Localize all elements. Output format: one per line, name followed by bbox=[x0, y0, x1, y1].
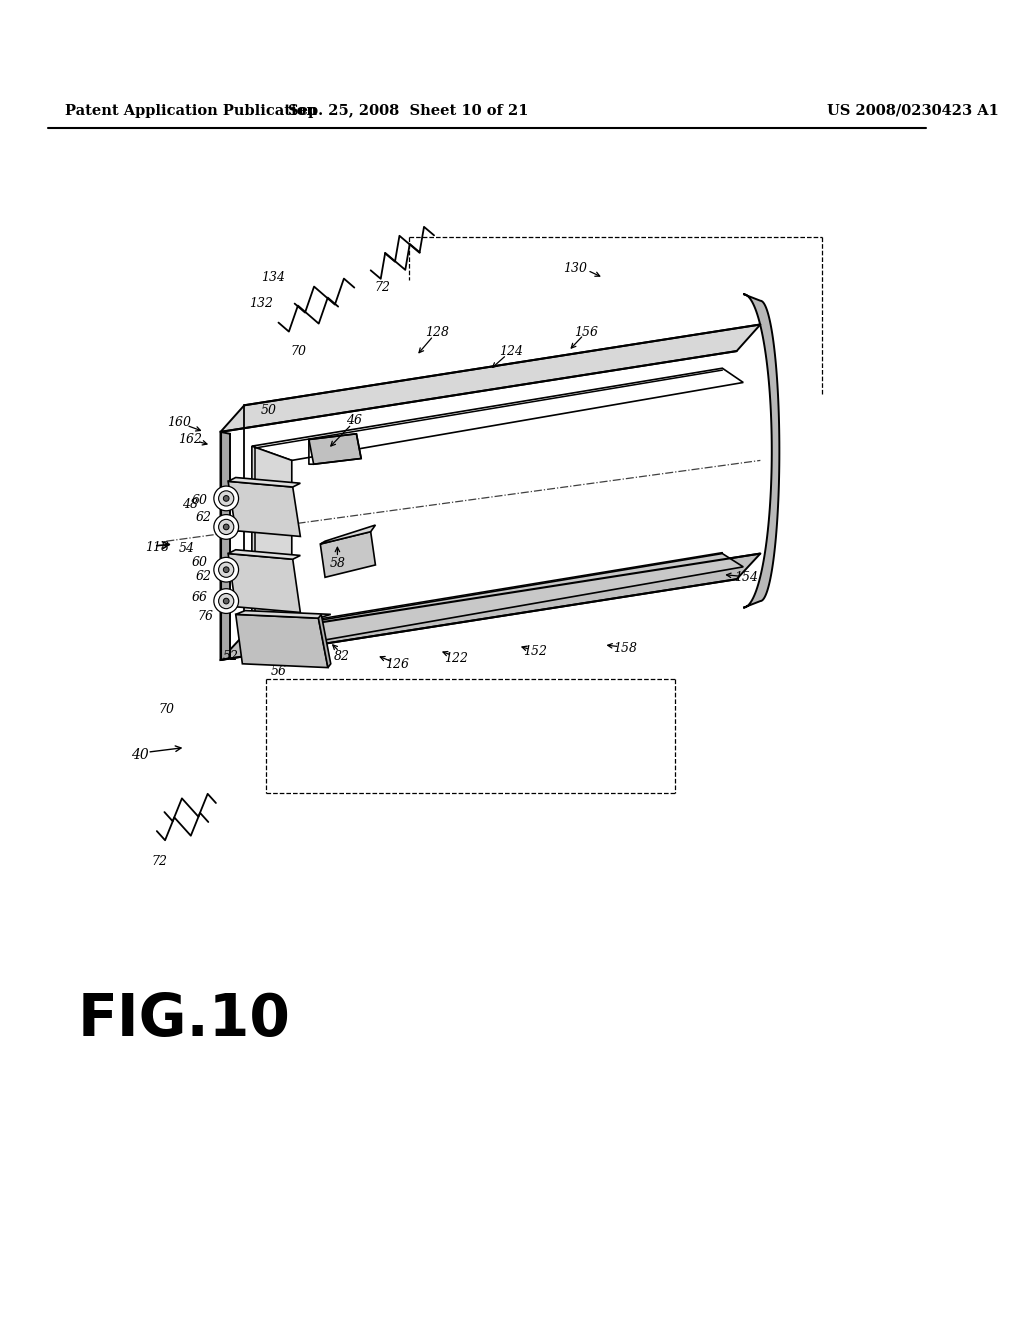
Polygon shape bbox=[236, 611, 331, 618]
Circle shape bbox=[218, 491, 233, 506]
Polygon shape bbox=[236, 614, 328, 668]
Text: 66: 66 bbox=[191, 591, 208, 603]
Text: 60: 60 bbox=[191, 494, 208, 507]
Polygon shape bbox=[321, 532, 376, 577]
Text: 46: 46 bbox=[346, 414, 362, 426]
Circle shape bbox=[214, 589, 239, 614]
Circle shape bbox=[223, 598, 229, 605]
Text: 118: 118 bbox=[144, 541, 169, 554]
Text: US 2008/0230423 A1: US 2008/0230423 A1 bbox=[827, 104, 998, 117]
Polygon shape bbox=[228, 553, 300, 612]
Text: 158: 158 bbox=[613, 642, 637, 655]
Polygon shape bbox=[220, 325, 761, 432]
Circle shape bbox=[218, 594, 233, 609]
Polygon shape bbox=[220, 432, 230, 660]
Text: 60: 60 bbox=[191, 556, 208, 569]
Polygon shape bbox=[228, 549, 300, 560]
Circle shape bbox=[214, 557, 239, 582]
Text: 54: 54 bbox=[178, 543, 195, 556]
Text: FIG.10: FIG.10 bbox=[78, 991, 291, 1048]
Circle shape bbox=[223, 495, 229, 502]
Text: 70: 70 bbox=[159, 704, 174, 715]
Text: 152: 152 bbox=[523, 645, 547, 657]
Circle shape bbox=[218, 562, 233, 577]
Text: 72: 72 bbox=[152, 855, 168, 869]
Text: 160: 160 bbox=[167, 416, 190, 429]
Polygon shape bbox=[309, 434, 361, 465]
Circle shape bbox=[214, 486, 239, 511]
Polygon shape bbox=[228, 482, 300, 536]
Text: 122: 122 bbox=[444, 652, 468, 664]
Polygon shape bbox=[228, 478, 300, 487]
Polygon shape bbox=[318, 614, 331, 668]
Text: 48: 48 bbox=[182, 498, 198, 511]
Polygon shape bbox=[252, 446, 292, 645]
Text: 62: 62 bbox=[196, 511, 211, 524]
Polygon shape bbox=[743, 294, 779, 607]
Text: 72: 72 bbox=[374, 281, 390, 294]
Text: 56: 56 bbox=[270, 665, 287, 678]
Text: 50: 50 bbox=[261, 404, 276, 417]
Circle shape bbox=[214, 515, 239, 540]
Polygon shape bbox=[321, 525, 376, 544]
Text: Patent Application Publication: Patent Application Publication bbox=[65, 104, 316, 117]
Text: 62: 62 bbox=[196, 570, 211, 583]
Text: 134: 134 bbox=[261, 272, 285, 284]
Text: 162: 162 bbox=[178, 433, 202, 446]
Text: 52: 52 bbox=[223, 649, 239, 663]
Polygon shape bbox=[252, 368, 743, 461]
Text: 58: 58 bbox=[330, 557, 345, 569]
Text: 82: 82 bbox=[334, 649, 350, 663]
Text: 130: 130 bbox=[563, 261, 587, 275]
Text: 156: 156 bbox=[574, 326, 598, 339]
Text: 132: 132 bbox=[250, 297, 273, 310]
Text: 154: 154 bbox=[734, 570, 758, 583]
Text: Sep. 25, 2008  Sheet 10 of 21: Sep. 25, 2008 Sheet 10 of 21 bbox=[289, 104, 529, 117]
Polygon shape bbox=[252, 553, 743, 645]
Circle shape bbox=[223, 524, 229, 529]
Text: 128: 128 bbox=[425, 326, 450, 339]
Text: 76: 76 bbox=[198, 610, 213, 623]
Text: 40: 40 bbox=[131, 748, 148, 762]
Text: 126: 126 bbox=[385, 659, 410, 672]
Text: 124: 124 bbox=[500, 345, 523, 358]
Polygon shape bbox=[220, 553, 761, 660]
Circle shape bbox=[218, 519, 233, 535]
Text: 70: 70 bbox=[291, 345, 306, 358]
Circle shape bbox=[223, 566, 229, 573]
